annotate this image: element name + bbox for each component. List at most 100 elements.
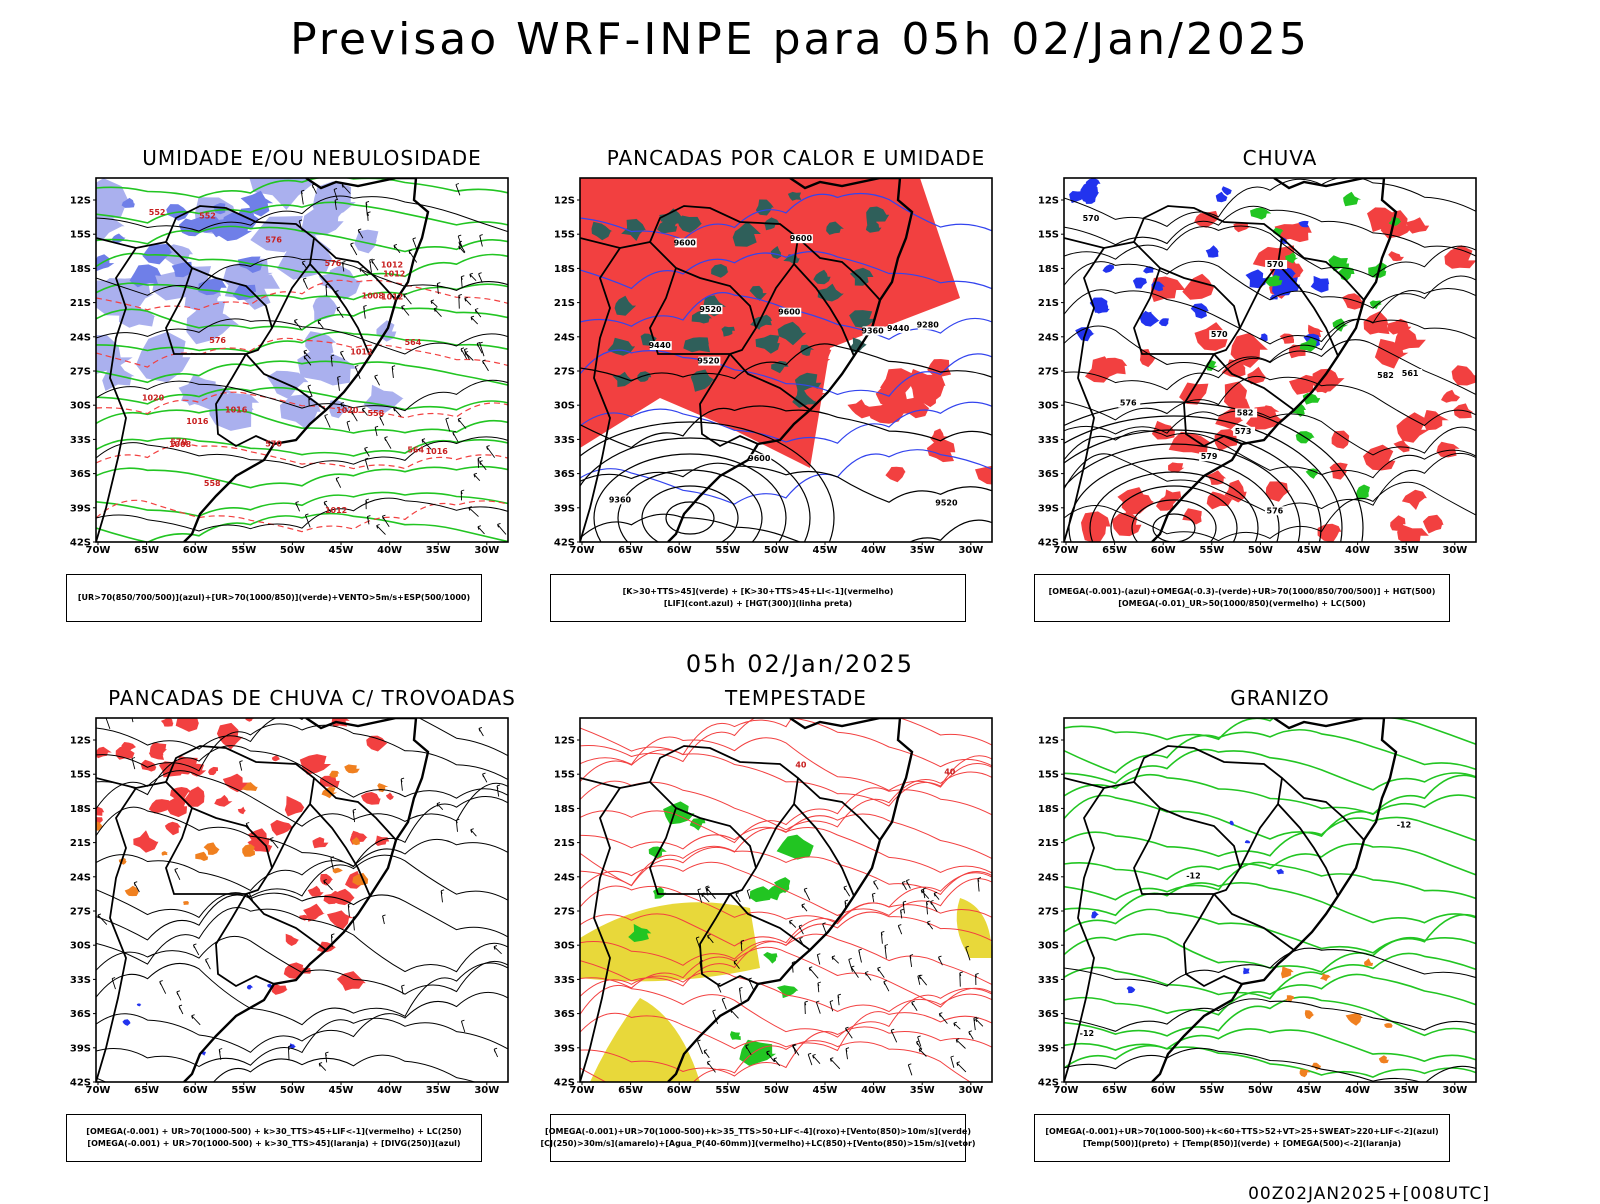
panel-pancadas-trovoadas: PANCADAS DE CHUVA C/ TROVOADAS 12S 15S 18S… (62, 686, 562, 1166)
lon-tick-label: 40W (1345, 1085, 1370, 1096)
temp850-contour (1064, 773, 1476, 816)
basemap (96, 718, 430, 1082)
instability-green-area (849, 310, 876, 328)
streamline-arrow (440, 889, 445, 903)
pressure-contour (96, 436, 508, 469)
state-border (649, 745, 799, 869)
contour-label-bg (1118, 398, 1141, 408)
lat-tick-label: 15S (554, 770, 575, 781)
omega-red-area (1394, 329, 1426, 352)
lon-tick-label: 45W (1297, 545, 1322, 556)
omega-red-area (1363, 311, 1390, 335)
hgt500-contour (1064, 225, 1476, 278)
contour-label: 570 (1083, 214, 1100, 223)
hail-blue-area (1244, 840, 1251, 844)
lon-tick-label: 45W (813, 1085, 838, 1096)
contour-labels: 1012101210121016101610161020100810081012… (142, 208, 448, 515)
wind-vector (706, 1060, 716, 1073)
wind-green-area (776, 985, 799, 999)
lat-tick-label: 39S (70, 1043, 91, 1054)
state-border (793, 263, 855, 357)
hgt500-contour (1110, 485, 1238, 542)
storm-red-area (386, 792, 394, 801)
instability-green-area (826, 221, 844, 235)
plot-frame (95, 177, 509, 543)
wind-vector (460, 347, 468, 360)
legend-box: [K>30+TTS>45](verde) + [K>30+TTS>45+LI<-… (550, 574, 966, 622)
storm-red-area (283, 962, 304, 979)
contour-label: 1008 (169, 440, 192, 449)
wind-vector (911, 1000, 918, 1012)
wind-vector (374, 374, 380, 386)
lon-tick-label: 40W (1345, 545, 1370, 556)
lon-tick-label: 65W (1102, 1085, 1127, 1096)
wind-vector (965, 945, 971, 961)
basemap (1064, 718, 1398, 1082)
instability-green-area (732, 221, 761, 247)
lat-tick-label: 18S (1038, 264, 1059, 275)
streamline (96, 892, 508, 941)
humidity-shading (184, 286, 226, 323)
state-border (313, 777, 397, 841)
streamline-arrow (400, 777, 405, 791)
omega-red-area (1331, 430, 1350, 449)
lon-tick-label: 60W (183, 545, 208, 556)
contour-label: 564 (407, 445, 424, 454)
omega-blue-area (1221, 186, 1232, 196)
omega-blue-area (1190, 303, 1209, 319)
contour-label: 1016 (186, 417, 209, 426)
lif-contour (580, 349, 992, 397)
hgt300-contour (641, 485, 739, 542)
wind-vector (474, 308, 482, 318)
lat-tick-label: 30S (1038, 941, 1059, 952)
storm-orange-area (351, 837, 360, 846)
contour-label: 9600 (674, 238, 697, 247)
humidity-shading (250, 216, 303, 253)
lon-tick-label: 65W (134, 1085, 159, 1096)
storm-orange-area (329, 770, 340, 778)
storm-orange-area (377, 783, 389, 793)
wind-vector (333, 187, 338, 200)
state-border (1281, 237, 1365, 301)
instability-green-area (637, 371, 652, 382)
temp850-contour (1064, 952, 1476, 1000)
contour-label: 9280 (917, 321, 940, 330)
thickness-contour (96, 499, 508, 533)
lat-tick-label: 36S (554, 1009, 575, 1020)
streamline (96, 907, 508, 973)
lon-tick-label: 30W (1442, 545, 1467, 556)
contour-label: 40 (795, 760, 807, 769)
omega-red-area (1455, 368, 1473, 383)
humidity-shading-dark (210, 218, 240, 238)
wind-vector (950, 1055, 955, 1068)
wind-vector (470, 315, 479, 325)
storm-orange-area (161, 851, 169, 856)
plot-frame (579, 717, 993, 1083)
instability-green-area (621, 218, 646, 241)
contour-label: -12 (1186, 871, 1200, 880)
wind-vector (788, 919, 797, 928)
streamline-arrow (382, 914, 386, 925)
lat-tick-label: 39S (554, 503, 575, 514)
contour-label-bg (1265, 259, 1288, 269)
legend-box: [UR>70(850/700/500)](azul)+[UR>70(1000/8… (66, 574, 482, 622)
lon-tick-label: 70W (86, 545, 111, 556)
instability-red-area (805, 349, 832, 370)
wind-vector (391, 365, 396, 378)
wind-vector (773, 1057, 781, 1067)
hgt500-contour (1064, 443, 1301, 542)
pressure-contour (96, 256, 508, 296)
lon-tick-label: 50W (280, 545, 305, 556)
contour-labels: 40 40 (795, 760, 955, 776)
lat-tick-label: 12S (554, 196, 575, 207)
omega-blue-area (1205, 245, 1219, 258)
map-content (96, 718, 508, 1082)
legend-line: [OMEGA(-0.001)-(azul)+OMEGA(-0.3)-(verde… (1048, 587, 1436, 596)
wind-vector (918, 974, 928, 986)
streamline-arrow (205, 958, 211, 970)
lat-tick-label: 12S (70, 196, 91, 207)
wind-vector (721, 997, 727, 1010)
wind-vector (302, 277, 309, 289)
omega-red-area (1182, 273, 1215, 300)
